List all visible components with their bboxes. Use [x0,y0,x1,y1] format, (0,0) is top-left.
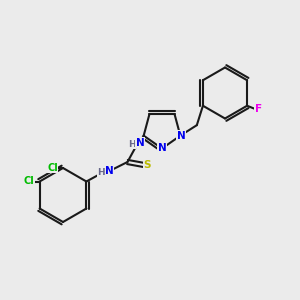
Text: H: H [128,140,136,148]
Text: N: N [176,131,185,141]
Text: N: N [105,166,114,176]
Text: N: N [136,137,145,148]
Text: S: S [143,160,151,170]
Text: H: H [98,168,105,177]
Text: F: F [255,104,262,114]
Text: Cl: Cl [24,176,34,187]
Text: N: N [158,143,166,153]
Text: Cl: Cl [47,163,58,173]
